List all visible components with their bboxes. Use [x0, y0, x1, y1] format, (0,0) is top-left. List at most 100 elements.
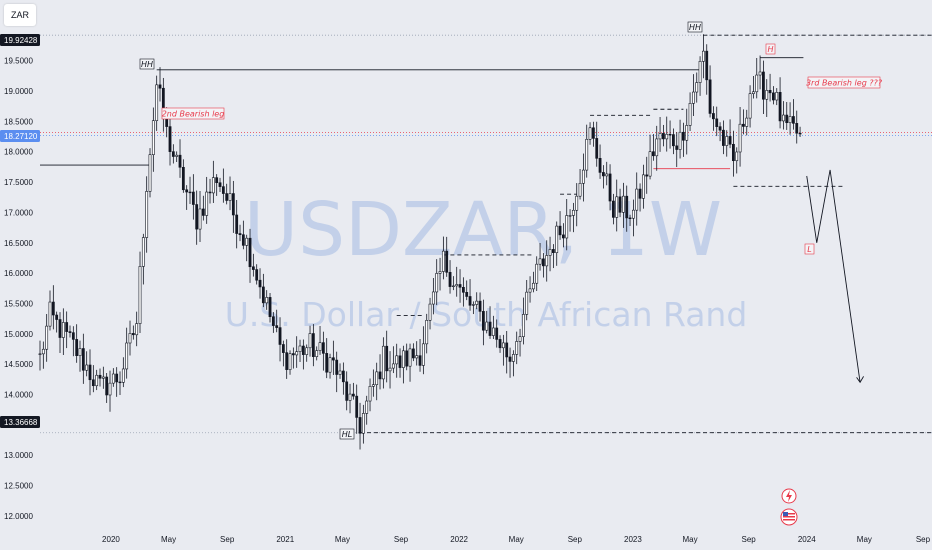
price-tick-label: 16.0000	[4, 269, 33, 278]
candle-body	[655, 138, 659, 157]
candle-body	[208, 191, 212, 194]
candle-body	[698, 61, 702, 83]
time-tick-label: 2021	[276, 535, 294, 544]
candle-body	[401, 350, 405, 368]
candle-body	[792, 116, 795, 124]
candle-body	[521, 314, 525, 337]
watermark: USDZAR, 1W U.S. Dollar / South African R…	[225, 187, 748, 334]
candle-body	[81, 348, 85, 371]
candle-body	[245, 237, 249, 246]
time-tick-label: Sep	[742, 535, 757, 544]
candle-body	[571, 209, 575, 216]
time-axis[interactable]: 2020 May Sep 2021 May Sep 2022 May Sep 2023 May Sep…	[102, 535, 931, 544]
candle-body	[458, 284, 462, 288]
candle-body	[625, 195, 629, 219]
candle-body	[428, 303, 432, 321]
hh-2023-label: HH	[687, 21, 703, 33]
candle-body	[331, 357, 335, 361]
candle-body	[551, 249, 555, 254]
candle-body	[98, 374, 102, 379]
candle-body	[548, 249, 552, 256]
candle-body	[775, 92, 779, 101]
candle-body	[505, 342, 509, 358]
candle-body	[315, 350, 319, 357]
candle-body	[538, 258, 542, 265]
candle-body	[651, 151, 655, 157]
current-price-tag: 18.27120	[0, 130, 40, 142]
candle-body	[328, 357, 332, 373]
candle-body	[705, 50, 709, 81]
candle-body	[68, 331, 72, 333]
candle-body	[258, 279, 262, 288]
candle-body	[418, 355, 422, 366]
price-tick-label: 12.5000	[4, 482, 33, 491]
candle-body	[211, 177, 215, 194]
candle-body	[148, 154, 152, 192]
candle-body	[408, 348, 412, 367]
l-label: L	[804, 243, 815, 255]
candle-body	[541, 258, 545, 267]
candle-body	[291, 353, 295, 356]
symbol-badge[interactable]: ZAR	[4, 4, 36, 26]
candle-body	[268, 297, 272, 318]
candle-body	[111, 373, 115, 384]
candle-body	[131, 333, 135, 336]
candle-body	[498, 339, 502, 349]
candle-body	[501, 342, 505, 349]
candle-body	[51, 301, 55, 316]
candle-body	[605, 173, 609, 177]
candle-body	[762, 71, 765, 100]
candle-body	[261, 286, 265, 304]
candle-body	[125, 342, 129, 370]
candle-body	[365, 400, 369, 414]
candle-body	[468, 296, 472, 306]
event-icons[interactable]	[780, 488, 798, 526]
candle-body	[45, 325, 49, 350]
candle-body	[318, 342, 322, 351]
candle-body	[631, 209, 635, 219]
candle-body	[635, 188, 639, 211]
us-flag-event-icon[interactable]	[780, 508, 798, 526]
candle-body	[525, 291, 529, 315]
time-tick-label: Sep	[220, 535, 235, 544]
time-tick-label: Sep	[394, 535, 409, 544]
candle-body	[251, 266, 255, 270]
candle-body	[155, 84, 159, 121]
candle-body	[48, 301, 52, 327]
candle-body	[385, 345, 389, 372]
high-price-tag: 19.92428	[0, 34, 40, 46]
candle-body	[368, 386, 372, 402]
candle-body	[511, 354, 515, 362]
dividend-event-icon[interactable]	[781, 488, 797, 504]
time-tick-label: 2024	[798, 535, 816, 544]
candle-body	[461, 286, 465, 293]
candle-body	[78, 348, 82, 356]
low-price-text: 13.36668	[4, 418, 38, 427]
current-price-text: 18.27120	[4, 132, 38, 141]
candle-body	[575, 195, 579, 211]
candle-body	[288, 353, 292, 370]
candle-body	[255, 269, 259, 281]
candle-body	[481, 311, 485, 331]
price-tick-label: 19.0000	[4, 87, 33, 96]
candle-body	[138, 266, 142, 324]
candle-body	[755, 74, 759, 93]
candle-body	[692, 91, 695, 104]
candle-body	[38, 353, 42, 355]
candle-body	[421, 343, 425, 366]
candle-body	[471, 304, 475, 306]
projection-arrowhead	[856, 376, 864, 384]
candle-body	[661, 133, 665, 140]
time-tick-label: 2023	[624, 535, 642, 544]
candle-body	[55, 314, 59, 320]
candle-body	[301, 345, 305, 355]
candle-body	[118, 381, 122, 384]
candle-body	[508, 356, 512, 362]
candle-body	[678, 131, 682, 150]
candle-body	[108, 382, 112, 396]
candle-body	[658, 133, 662, 140]
candle-body	[591, 127, 595, 139]
candle-body	[151, 120, 155, 155]
candle-body	[695, 82, 699, 93]
